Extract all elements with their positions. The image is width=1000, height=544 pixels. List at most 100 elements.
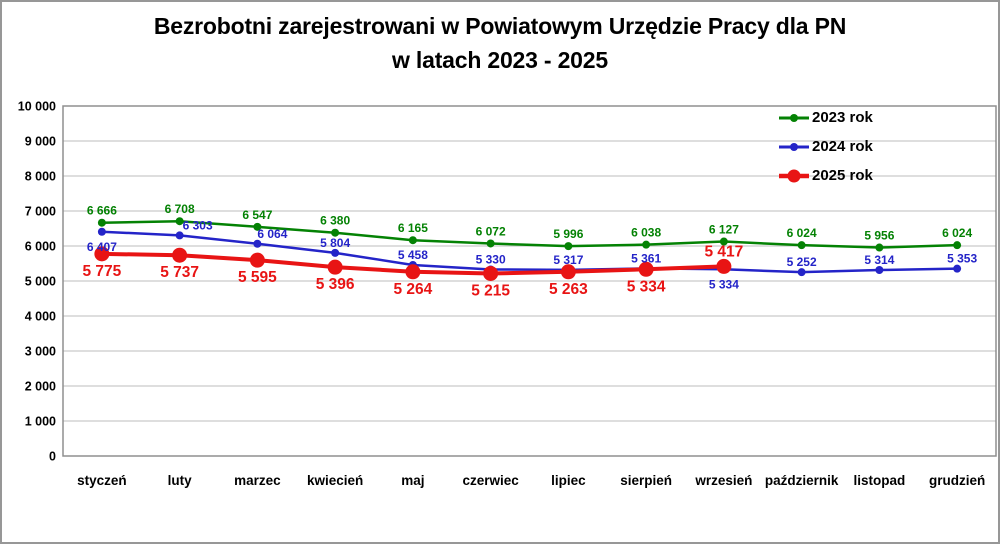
x-axis-category-label-listopad: listopad [853,473,905,488]
data-label-2023-rok-marzec: 6 547 [242,208,272,222]
data-label-2024-rok-kwiecien-: 5 804 [320,236,350,250]
data-label-2025-rok-sierpien-: 5 334 [627,278,666,295]
data-point-2023-rok-maj [408,236,417,245]
legend-item-2024-rok: 2024 rok [778,132,873,161]
data-label-2023-rok-paz-dziernik: 6 024 [787,226,817,240]
data-label-2025-rok-marzec: 5 595 [238,269,277,286]
data-point-2023-rok-sierpien- [642,240,651,249]
x-axis-category-label-styczen-: styczeń [77,473,127,488]
data-point-2025-rok-maj [405,264,421,280]
legend-key-icon [779,169,809,182]
y-axis-tick-label: 5 000 [25,275,56,289]
data-label-2024-rok-lipiec: 5 317 [553,253,583,267]
data-point-2025-rok-lipiec [560,264,576,280]
data-label-2023-rok-luty: 6 708 [165,202,195,216]
data-point-2023-rok-listopad [875,243,884,252]
y-axis-tick-label: 7 000 [25,205,56,219]
y-axis-tick-label: 8 000 [25,170,56,184]
data-point-2024-rok-grudzien- [953,264,962,273]
data-label-2023-rok-grudzien-: 6 024 [942,226,972,240]
data-label-2024-rok-styczen-: 6 407 [87,240,117,254]
x-axis-category-label-kwiecien-: kwiecień [307,473,363,488]
legend-item-2025-rok: 2025 rok [778,161,873,190]
data-label-2023-rok-kwiecien-: 6 380 [320,214,350,228]
x-axis-category-label-luty: luty [168,473,192,488]
series-line-2023-rok [101,219,958,249]
data-label-2025-rok-luty: 5 737 [160,264,199,281]
data-point-2025-rok-marzec [249,252,265,268]
data-point-2023-rok-grudzien- [953,241,962,250]
y-axis-tick-label: 4 000 [25,310,56,324]
data-label-2024-rok-marzec: 6 064 [257,227,287,241]
x-axis-category-label-marzec: marzec [234,473,281,488]
data-point-2024-rok-paz-dziernik [797,268,806,277]
data-label-2025-rok-styczen-: 5 775 [82,263,121,280]
data-label-2025-rok-kwiecien-: 5 396 [316,276,355,293]
data-label-2024-rok-grudzien-: 5 353 [947,252,977,266]
y-axis-tick-label: 9 000 [25,135,56,149]
data-label-2024-rok-maj: 5 458 [398,248,428,262]
data-point-2023-rok-luty [175,217,184,226]
x-axis-category-label-wrzesien-: wrzesień [694,473,752,488]
data-label-2024-rok-luty: 6 303 [183,218,213,232]
data-label-2023-rok-lipiec: 5 996 [553,227,583,241]
data-label-2024-rok-listopad: 5 314 [864,253,894,267]
x-axis-category-label-paz-dziernik: październik [765,473,839,488]
data-point-2023-rok-kwiecien- [331,228,340,237]
data-label-2023-rok-sierpien-: 6 038 [631,226,661,240]
x-axis-category-label-czerwiec: czerwiec [462,473,519,488]
data-point-2023-rok-wrzesien- [719,237,728,246]
x-axis-category-label-sierpien-: sierpień [620,473,672,488]
data-point-2023-rok-paz-dziernik [797,241,806,250]
data-point-2025-rok-styczen- [94,246,110,262]
data-point-2024-rok-kwiecien- [331,248,340,257]
data-point-2025-rok-czerwiec [483,265,499,281]
y-axis-tick-label: 0 [49,450,56,464]
data-point-2025-rok-luty [172,247,188,263]
legend-label-2023-rok: 2023 rok [812,109,873,126]
data-label-2025-rok-wrzesien-: 5 417 [704,243,743,260]
data-point-2025-rok-kwiecien- [327,259,343,275]
data-point-2024-rok-marzec [253,239,262,248]
x-axis-category-label-lipiec: lipiec [551,473,586,488]
data-label-2023-rok-wrzesien-: 6 127 [709,223,739,237]
data-label-2024-rok-paz-dziernik: 5 252 [787,255,817,269]
legend-key-icon [779,142,809,151]
chart-title-line2: w latach 2023 - 2025 [392,47,608,73]
y-axis-tick-label: 10 000 [18,100,56,114]
data-label-2023-rok-listopad: 5 956 [864,229,894,243]
legend-item-2023-rok: 2023 rok [778,103,873,132]
data-label-2023-rok-styczen-: 6 666 [87,204,117,218]
legend-key-icon [779,113,809,122]
y-axis-tick-label: 3 000 [25,345,56,359]
chart-title: Bezrobotni zarejestrowani w Powiatowym U… [2,9,998,77]
data-point-2024-rok-listopad [875,266,884,275]
y-axis-tick-label: 1 000 [25,415,56,429]
legend-label-2025-rok: 2025 rok [812,167,873,184]
data-label-2024-rok-wrzesien-: 5 334 [709,277,739,291]
data-point-2024-rok-styczen- [97,227,106,236]
data-point-2025-rok-wrzesien- [716,258,732,274]
data-point-2023-rok-czerwiec [486,239,495,248]
data-point-2023-rok-marzec [253,222,262,231]
data-point-2023-rok-styczen- [97,218,106,227]
plot-area-border [62,105,997,457]
data-label-2024-rok-sierpien-: 5 361 [631,251,661,265]
data-label-2023-rok-maj: 6 165 [398,221,428,235]
y-axis-tick-label: 6 000 [25,240,56,254]
data-label-2025-rok-maj: 5 264 [393,281,432,298]
series-line-2024-rok [101,230,958,274]
legend-label-2024-rok: 2024 rok [812,138,873,155]
data-label-2024-rok-czerwiec: 5 330 [476,252,506,266]
data-label-2025-rok-czerwiec: 5 215 [471,282,510,299]
legend: 2023 rok 2024 rok 2025 rok [778,103,873,190]
x-axis-category-label-grudzien-: grudzień [929,473,985,488]
data-point-2023-rok-lipiec [564,242,573,251]
data-point-2025-rok-sierpien- [638,261,654,277]
data-label-2023-rok-czerwiec: 6 072 [476,224,506,238]
y-axis-tick-label: 2 000 [25,380,56,394]
data-point-2024-rok-luty [175,231,184,240]
chart-title-line1: Bezrobotni zarejestrowani w Powiatowym U… [153,13,847,39]
